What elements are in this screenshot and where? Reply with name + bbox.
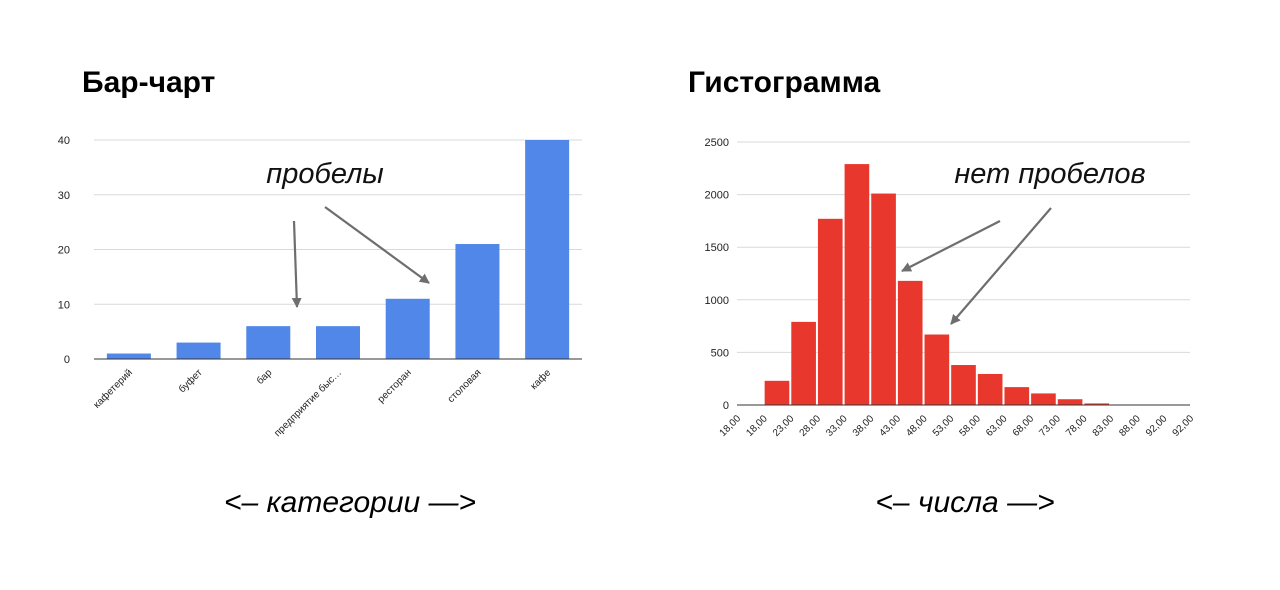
histogram-bar <box>977 373 1003 405</box>
x-tick-label: 33,00 <box>824 413 850 439</box>
bar <box>455 244 500 359</box>
annotation-arrow <box>324 206 430 284</box>
x-tick-label: 63,00 <box>984 413 1010 439</box>
bar <box>106 353 151 359</box>
histogram-bar <box>897 280 923 405</box>
x-tick-label: 28,00 <box>798 413 824 439</box>
x-tick-label: 92,00 <box>1171 413 1197 439</box>
x-tick-label: буфет <box>176 366 205 395</box>
numbers-caption: <– числа —> <box>875 486 1055 519</box>
x-tick-label: столовая <box>446 367 484 405</box>
y-tick-label: 0 <box>64 354 70 366</box>
y-tick-label: 10 <box>58 299 70 311</box>
histogram-bar <box>791 321 816 405</box>
y-tick-label: 0 <box>723 400 729 412</box>
bar <box>246 326 291 359</box>
histogram-bar <box>1031 393 1056 405</box>
y-tick-label: 2000 <box>705 190 729 202</box>
x-tick-label: 73,00 <box>1037 413 1063 439</box>
bar-chart-title: Бар-чарт <box>82 66 216 99</box>
x-tick-label: предприятие быс… <box>272 367 345 440</box>
x-tick-label: 18,00 <box>718 413 744 439</box>
histogram-bar <box>817 218 843 405</box>
x-tick-label: бар <box>254 366 275 387</box>
x-tick-label: 38,00 <box>851 413 877 439</box>
y-tick-label: 40 <box>58 135 70 147</box>
histogram-bar <box>1057 399 1083 405</box>
x-tick-label: 48,00 <box>904 413 930 439</box>
y-tick-label: 20 <box>58 245 70 257</box>
y-tick-label: 500 <box>711 347 729 359</box>
x-tick-label: 83,00 <box>1091 413 1117 439</box>
x-tick-label: 23,00 <box>771 413 797 439</box>
y-tick-label: 1500 <box>705 242 729 254</box>
categories-caption: <– категории —> <box>223 486 477 519</box>
bar <box>525 140 570 359</box>
bar <box>316 326 360 359</box>
x-tick-label: 43,00 <box>878 413 904 439</box>
histogram-bar <box>924 334 950 405</box>
histogram-bar <box>844 164 870 405</box>
x-tick-label: 78,00 <box>1064 413 1090 439</box>
histogram-bar <box>1004 387 1030 405</box>
x-tick-label: кафе <box>528 366 554 392</box>
histogram-bar <box>1084 403 1110 405</box>
x-tick-label: 88,00 <box>1117 413 1143 439</box>
no-gaps-annotation: нет пробелов <box>954 158 1145 190</box>
y-tick-label: 30 <box>58 190 70 202</box>
gaps-annotation: пробелы <box>266 158 383 190</box>
bar <box>176 342 221 359</box>
histogram-bar <box>764 380 790 405</box>
histogram-title: Гистограмма <box>688 66 881 99</box>
x-tick-label: кафетерий <box>91 367 135 411</box>
annotation-arrow <box>291 220 302 308</box>
x-tick-label: ресторан <box>376 367 414 405</box>
x-tick-label: 53,00 <box>931 413 957 439</box>
annotation-arrow <box>950 207 1052 325</box>
histogram-bar <box>951 365 976 405</box>
y-tick-label: 2500 <box>705 137 729 149</box>
histogram-bar <box>871 193 896 405</box>
x-tick-label: 68,00 <box>1011 413 1037 439</box>
y-tick-label: 1000 <box>705 295 729 307</box>
x-tick-label: 18,00 <box>744 413 770 439</box>
annotation-arrow <box>901 220 1001 272</box>
x-tick-label: 58,00 <box>957 413 983 439</box>
x-tick-label: 92,00 <box>1144 413 1170 439</box>
bar <box>385 298 430 359</box>
